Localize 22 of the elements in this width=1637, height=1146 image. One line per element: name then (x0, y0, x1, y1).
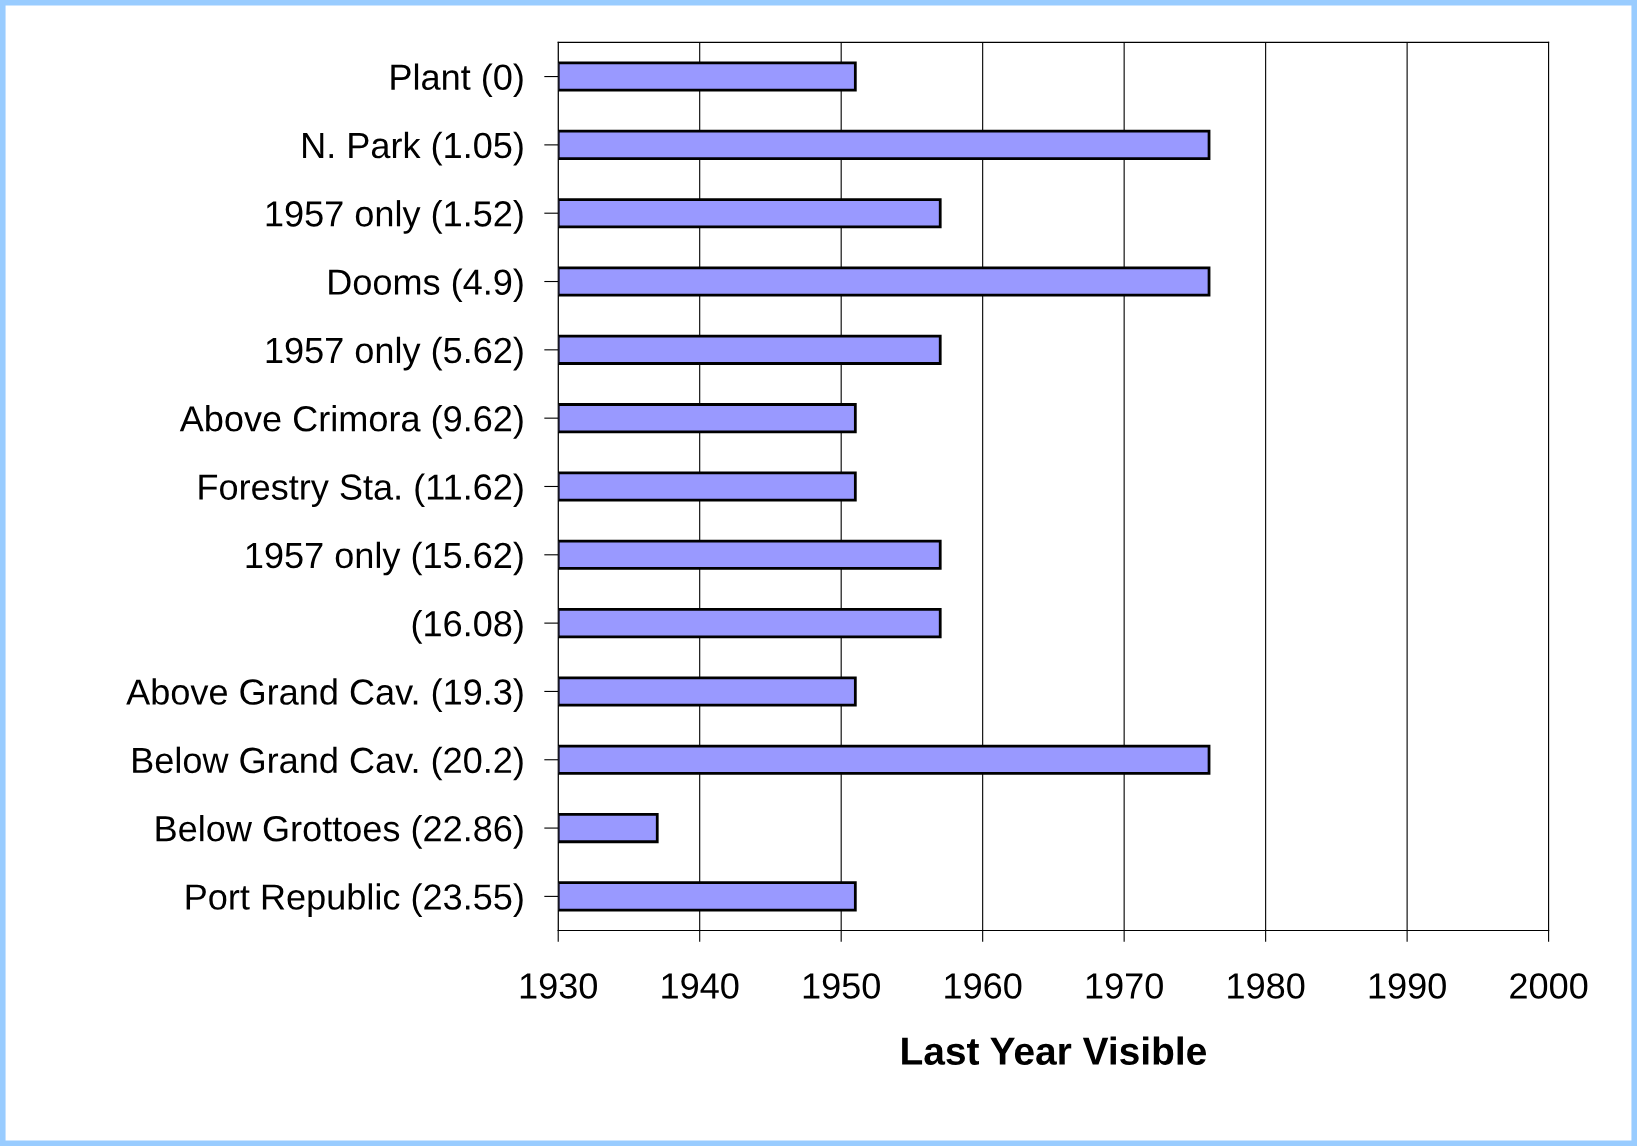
x-tick-label: 2000 (1510, 973, 1588, 999)
y-tick-label: (16.08) (412, 610, 523, 644)
y-tick-label: Port Republic (23.55) (186, 883, 523, 917)
x-tick-label: 1940 (662, 973, 739, 999)
y-tick-label: Below Grottoes (22.86) (156, 814, 523, 849)
y-tick-label: 1957 only (15.62) (246, 541, 523, 576)
y-tick-label: Above Grand Cav. (19.3) (126, 678, 523, 712)
y-tick-label: Below Grand Cav. (20.2) (133, 746, 523, 781)
y-tick-label: 1957 only (5.62) (266, 336, 523, 371)
x-tick-label: 1980 (1228, 973, 1305, 999)
x-axis-title: Last Year Visible (902, 1036, 1206, 1065)
x-tick-label: 1930 (520, 973, 597, 999)
y-tick-label: Forestry Sta. (11.62) (199, 473, 523, 508)
y-tick-label: Plant (0) (391, 63, 523, 98)
y-tick-label: Dooms (4.9) (329, 268, 523, 303)
y-tick-label: Above Crimora (9.62) (179, 405, 523, 439)
x-tick-label: 1960 (945, 973, 1022, 999)
x-tick-label: 1990 (1369, 973, 1446, 999)
y-tick-label: N. Park (1.05) (303, 131, 523, 166)
y-tick-label: 1957 only (1.52) (266, 200, 523, 234)
x-tick-label: 1950 (803, 973, 880, 999)
x-tick-label: 1970 (1086, 973, 1163, 999)
